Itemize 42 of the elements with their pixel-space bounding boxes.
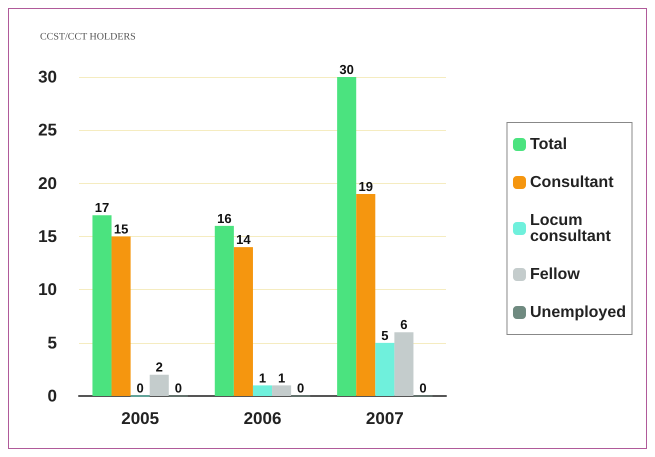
y-tick-label: 25 [38, 120, 57, 140]
x-tick-label: 2006 [244, 409, 282, 428]
bar [375, 342, 394, 396]
data-label: 17 [94, 200, 110, 216]
x-tick-label: 2005 [121, 409, 160, 428]
bar [234, 247, 253, 396]
y-tick-label: 15 [38, 227, 57, 246]
data-label: 0 [174, 380, 182, 396]
legend-label: Locum consultant [530, 212, 612, 245]
bar [112, 236, 131, 396]
data-label: 15 [114, 222, 128, 236]
legend-label: Unemployed [530, 304, 626, 321]
y-tick-label: 20 [38, 174, 57, 193]
bar [337, 77, 356, 396]
y-tick-label: 10 [38, 280, 57, 300]
data-label: 2 [156, 360, 163, 375]
bar [252, 385, 272, 396]
legend-label: Consultant [530, 174, 614, 191]
bar [214, 226, 234, 396]
data-label: 14 [236, 232, 252, 248]
legend-label: Fellow [530, 266, 580, 283]
data-label: 0 [136, 380, 144, 396]
y-tick-label: 30 [38, 68, 57, 86]
y-tick-label: 5 [48, 333, 57, 352]
bar [150, 374, 169, 396]
data-label: 19 [358, 178, 373, 194]
data-label: 6 [400, 317, 408, 332]
x-tick-label: 2007 [366, 409, 404, 428]
data-label: 1 [278, 370, 286, 386]
data-label: 1 [258, 370, 266, 386]
bar [92, 215, 112, 396]
data-label: 0 [297, 380, 304, 396]
data-label: 16 [217, 210, 232, 226]
data-label: 5 [381, 328, 388, 343]
data-label: 30 [339, 62, 354, 77]
data-label: 0 [419, 380, 427, 396]
bar [394, 332, 414, 396]
bar [272, 385, 292, 396]
bar [356, 194, 376, 396]
y-tick-label: 0 [48, 386, 57, 406]
legend-label: Total [530, 136, 568, 153]
chart-title: CCST/CCT HOLDERS [40, 32, 136, 42]
